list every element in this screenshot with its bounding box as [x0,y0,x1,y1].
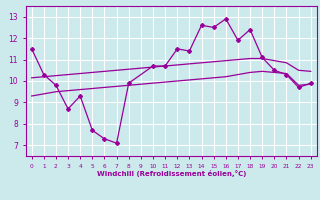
X-axis label: Windchill (Refroidissement éolien,°C): Windchill (Refroidissement éolien,°C) [97,170,246,177]
